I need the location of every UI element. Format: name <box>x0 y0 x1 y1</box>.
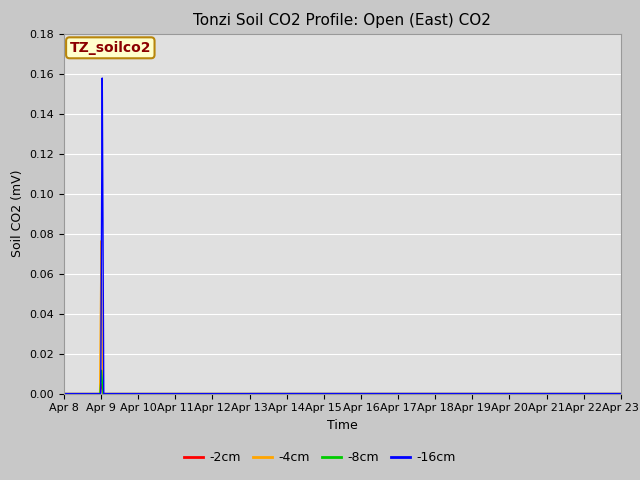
Title: Tonzi Soil CO2 Profile: Open (East) CO2: Tonzi Soil CO2 Profile: Open (East) CO2 <box>193 13 492 28</box>
Text: TZ_soilco2: TZ_soilco2 <box>70 41 151 55</box>
Legend: -2cm, -4cm, -8cm, -16cm: -2cm, -4cm, -8cm, -16cm <box>179 446 461 469</box>
Y-axis label: Soil CO2 (mV): Soil CO2 (mV) <box>11 170 24 257</box>
X-axis label: Time: Time <box>327 419 358 432</box>
